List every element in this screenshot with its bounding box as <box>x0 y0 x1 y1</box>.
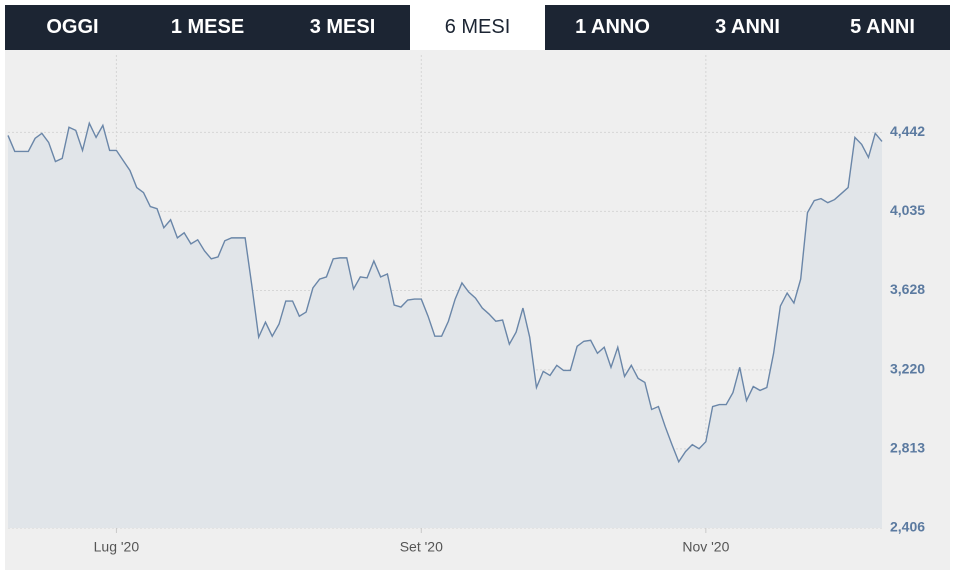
y-tick-label: 2,406 <box>890 519 925 535</box>
y-tick-label: 3,220 <box>890 361 925 377</box>
y-tick-label: 2,813 <box>890 440 925 456</box>
period-tabs: OGGI 1 MESE 3 MESI 6 MESI 1 ANNO 3 ANNI … <box>5 5 950 50</box>
tab[interactable]: 5 ANNI <box>850 16 915 38</box>
tab[interactable]: OGGI <box>46 16 99 38</box>
y-tick-label: 3,628 <box>890 281 925 297</box>
tab[interactable]: 3 MESI <box>309 16 376 38</box>
x-tick-label: Nov '20 <box>682 539 729 555</box>
tab[interactable]: 3 ANNI <box>715 16 780 38</box>
x-tick-label: Lug '20 <box>94 539 140 555</box>
y-tick-label: 4,035 <box>890 202 925 218</box>
x-tick-label: Set '20 <box>400 539 443 555</box>
tab[interactable]: 1 MESE <box>170 16 245 38</box>
area <box>8 123 882 528</box>
y-tick-label: 4,442 <box>890 123 925 139</box>
tab-active[interactable]: 6 MESI <box>410 5 545 50</box>
tab[interactable]: 1 ANNO <box>575 16 650 38</box>
line <box>7 121 883 464</box>
